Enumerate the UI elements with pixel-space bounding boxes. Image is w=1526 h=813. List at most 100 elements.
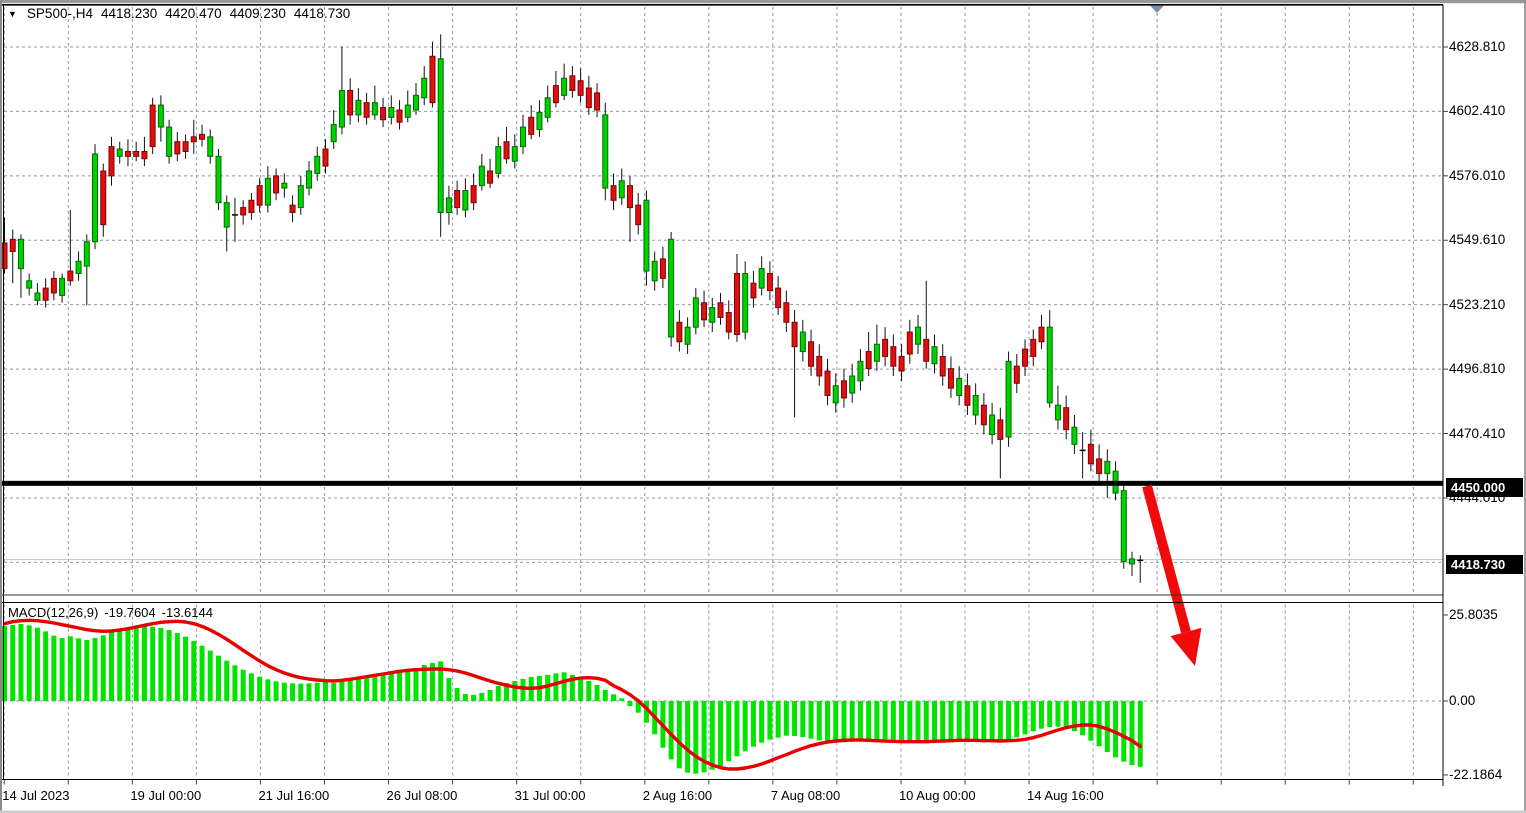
macd-histogram-bar (1080, 701, 1086, 736)
candle-body (824, 370, 831, 396)
time-axis-label: 2 Aug 16:00 (642, 788, 713, 803)
candle-body (157, 104, 164, 128)
candle-body (462, 190, 469, 211)
candle-body (742, 272, 749, 333)
macd-histogram-bar (997, 701, 1003, 741)
collapse-triangle-icon[interactable]: ▼ (8, 8, 17, 19)
macd-histogram-bar (248, 673, 254, 701)
candle-body (832, 385, 839, 404)
candle-body (264, 177, 271, 206)
candle-body (487, 170, 494, 184)
candle-body (528, 116, 535, 135)
candle-body (1030, 338, 1037, 357)
candle-body (882, 338, 889, 357)
macd-histogram-bar (956, 701, 962, 739)
macd-histogram-bar (462, 694, 468, 701)
candle-body (1005, 360, 1012, 438)
macd-histogram-bar (125, 627, 131, 701)
macd-histogram-bar (890, 701, 896, 740)
candle-body (519, 126, 526, 148)
macd-histogram-bar (825, 701, 830, 742)
window-bottom-frame (0, 810, 1526, 813)
candle-body (808, 341, 815, 367)
macd-histogram-bar (479, 693, 485, 701)
macd-histogram-bar (1030, 701, 1036, 732)
candle-body (898, 355, 905, 372)
price-tick-label: 4549.610 (1449, 232, 1506, 248)
macd-histogram-bar (166, 630, 172, 701)
candle-body (676, 321, 683, 343)
macd-histogram-bar (380, 673, 386, 701)
macd-histogram-bar (314, 682, 320, 701)
macd-histogram-bar (767, 701, 773, 740)
price-tick-label: 4602.410 (1449, 103, 1506, 119)
macd-histogram-bar (668, 701, 674, 760)
price-tick-label: 4496.810 (1449, 361, 1506, 377)
macd-histogram-bar (701, 701, 707, 773)
trend-arrow-shaft (1142, 484, 1191, 634)
macd-main-value: -19.7604 (104, 605, 156, 620)
macd-histogram-bar (553, 673, 559, 701)
macd-histogram-bar (240, 669, 246, 701)
macd-histogram-bar (750, 701, 756, 747)
candle-body (964, 385, 971, 406)
candle-body (380, 107, 387, 121)
macd-histogram-bar (907, 701, 913, 742)
macd-histogram-bar (602, 690, 608, 701)
macd-histogram-bar (1055, 701, 1061, 727)
macd-histogram-bar (199, 645, 205, 701)
candle-body (1104, 460, 1111, 475)
candle-body (651, 260, 658, 282)
macd-histogram-bar (1088, 701, 1094, 741)
candle-body (701, 302, 708, 321)
macd-histogram-bar (355, 678, 361, 701)
macd-histogram-bar (792, 701, 798, 736)
candle-body (223, 202, 230, 228)
macd-histogram-bar (339, 681, 345, 701)
macd-histogram-bar (643, 701, 649, 723)
candle-body (116, 148, 123, 157)
macd-histogram-bar (627, 701, 633, 706)
macd-histogram-bar (372, 675, 378, 701)
macd-histogram-bar (265, 679, 271, 701)
candle-body (149, 104, 156, 148)
macd-histogram-bar (685, 701, 691, 773)
candle-body (478, 165, 485, 187)
macd-histogram-bar (833, 701, 839, 743)
price-tick-label: 4470.410 (1449, 425, 1506, 441)
candle-body (330, 124, 337, 143)
candle-body (347, 89, 354, 116)
candle-body (602, 114, 609, 189)
time-axis-label: 26 Jul 08:00 (386, 788, 458, 803)
candle-body (561, 77, 568, 96)
candle-body (873, 343, 880, 362)
candle-body (338, 89, 345, 128)
macd-histogram-bar (874, 701, 880, 739)
candle-body (503, 141, 510, 160)
macd-histogram-bar (1071, 701, 1077, 731)
macd-histogram-bar (594, 685, 600, 701)
macd-histogram-bar (816, 701, 822, 741)
candle-body (1, 242, 8, 270)
candle-body (766, 272, 773, 292)
candle-body (659, 258, 666, 279)
macd-histogram-bar (989, 701, 995, 742)
macd-signal-line (2, 618, 1142, 771)
macd-histogram-bar (438, 661, 444, 701)
macd-histogram-bar (347, 680, 353, 701)
candle-body (273, 175, 280, 194)
candle-body (207, 136, 214, 157)
macd-histogram-bar (207, 650, 213, 701)
candle-body (421, 77, 428, 99)
candle-body (1046, 326, 1053, 404)
price-badge: 4450.000 (1446, 478, 1523, 498)
candle-body (890, 346, 897, 367)
candle-body (931, 346, 938, 365)
macd-histogram-bar (51, 635, 57, 701)
macd-histogram-bar (948, 701, 954, 740)
time-axis-label: 14 Jul 2023 (2, 788, 70, 803)
macd-histogram-bar (520, 679, 526, 701)
macd-histogram-bar (429, 663, 435, 701)
